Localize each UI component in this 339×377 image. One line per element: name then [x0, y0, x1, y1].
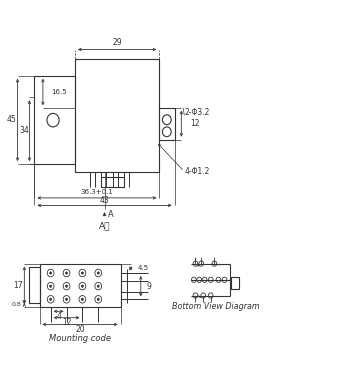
Text: 20: 20	[75, 325, 85, 334]
Circle shape	[193, 293, 198, 298]
Text: 9: 9	[147, 282, 152, 291]
Circle shape	[65, 272, 67, 274]
Text: 17: 17	[13, 281, 22, 290]
Text: 12: 12	[190, 119, 199, 128]
Text: Bottom View Diagram: Bottom View Diagram	[172, 302, 260, 311]
Text: 4.5: 4.5	[138, 265, 149, 271]
Circle shape	[216, 277, 221, 282]
Text: 0.8: 0.8	[12, 302, 22, 307]
Text: A向: A向	[99, 222, 110, 231]
Circle shape	[199, 261, 204, 266]
Bar	[29, 267, 40, 303]
Circle shape	[65, 298, 67, 300]
Bar	[159, 108, 175, 139]
Circle shape	[97, 298, 99, 300]
Circle shape	[65, 285, 67, 287]
Circle shape	[202, 277, 207, 282]
Text: 43: 43	[100, 196, 109, 205]
Circle shape	[201, 293, 206, 298]
Text: 4: 4	[56, 312, 61, 321]
Circle shape	[49, 285, 52, 287]
Text: 36.3+0.1: 36.3+0.1	[80, 189, 113, 195]
Circle shape	[97, 285, 99, 287]
Circle shape	[212, 261, 217, 266]
Circle shape	[222, 277, 227, 282]
Bar	[40, 264, 121, 307]
Circle shape	[208, 277, 213, 282]
Circle shape	[97, 272, 99, 274]
Bar	[231, 277, 239, 289]
Text: 2-Φ3.2: 2-Φ3.2	[185, 108, 210, 117]
Text: 45: 45	[7, 115, 16, 124]
Bar	[35, 76, 75, 164]
Bar	[75, 59, 159, 172]
Text: 12: 12	[62, 318, 71, 327]
Text: 34: 34	[19, 126, 29, 135]
Circle shape	[193, 261, 198, 266]
Text: Mounting code: Mounting code	[49, 334, 111, 343]
Text: A: A	[108, 210, 114, 219]
Circle shape	[49, 298, 52, 300]
Circle shape	[49, 272, 52, 274]
Bar	[101, 177, 124, 187]
Circle shape	[81, 298, 83, 300]
Circle shape	[81, 272, 83, 274]
Circle shape	[192, 277, 196, 282]
Circle shape	[197, 277, 202, 282]
Text: 16.5: 16.5	[51, 89, 67, 95]
Circle shape	[208, 293, 213, 298]
Text: 29: 29	[112, 38, 122, 47]
Text: 4-Φ1.2: 4-Φ1.2	[185, 167, 210, 176]
Circle shape	[81, 285, 83, 287]
